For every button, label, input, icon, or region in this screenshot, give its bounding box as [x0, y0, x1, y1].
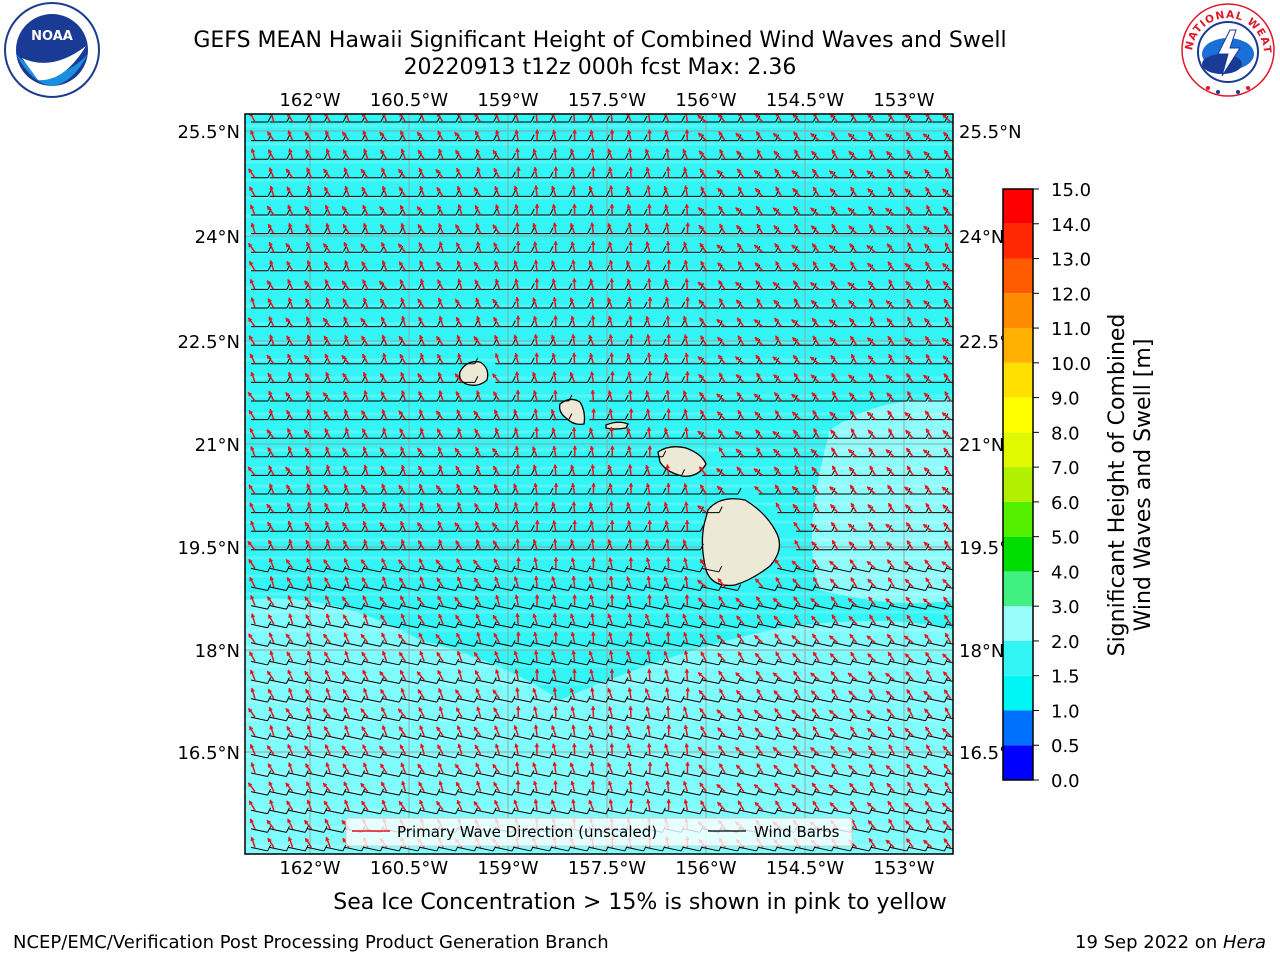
lon-label-bottom: 159°W	[477, 858, 538, 879]
lat-label-left: 19.5°N	[177, 538, 240, 559]
chart-title: GEFS MEAN Hawaii Significant Height of C…	[193, 28, 1007, 53]
lon-label-bottom: 154.5°W	[766, 858, 845, 879]
lon-label-top: 159°W	[477, 90, 538, 111]
colorbar-tick-label: 3.0	[1051, 597, 1080, 618]
colorbar-tick-label: 0.0	[1051, 771, 1080, 792]
colorbar-swatch	[1003, 536, 1033, 572]
colorbar-swatch	[1003, 258, 1033, 294]
colorbar-swatch	[1003, 189, 1033, 224]
island-big-island	[701, 498, 781, 587]
map-legend: Primary Wave Direction (unscaled) Wind B…	[345, 817, 853, 847]
colorbar-swatch	[1003, 432, 1033, 468]
colorbar-tick-label: 15.0	[1051, 180, 1091, 201]
colorbar-tick-label: 0.5	[1051, 736, 1080, 757]
colorbar-tick-label: 11.0	[1051, 319, 1091, 340]
nws-logo: NATIONAL WEATHER SERVICE	[1178, 2, 1275, 97]
lon-label-top: 157.5°W	[568, 90, 647, 111]
colorbar-swatch	[1003, 328, 1033, 363]
lon-label-top: 156°W	[675, 90, 736, 111]
colorbar-tick-label: 9.0	[1051, 389, 1080, 410]
colorbar-tick-label: 8.0	[1051, 423, 1080, 444]
colorbar-label-line2: Wind Waves and Swell [m]	[1131, 339, 1156, 632]
sea-ice-note: Sea Ice Concentration > 15% is shown in …	[333, 890, 947, 915]
colorbar-tick-label: 12.0	[1051, 284, 1091, 305]
island-maui	[657, 446, 707, 477]
lat-label-right: 24°N	[959, 227, 1004, 248]
colorbar: 0.0 0.5 1.0 1.5 2.0 3.0 4.0 5.0 6.0 7.0 8.0 9.0 10.0…	[1002, 180, 1091, 792]
noaa-logo: NOAA	[4, 2, 100, 98]
axis-labels: 162°W 162°W 160.5°W 160.5°W 159°W 159°W 157.5°…	[177, 90, 1021, 879]
lon-label-top: 162°W	[279, 90, 340, 111]
lat-label-left: 24°N	[195, 227, 240, 248]
colorbar-swatch	[1003, 571, 1033, 607]
colorbar-swatch	[1003, 293, 1033, 329]
colorbar-tick-label: 4.0	[1051, 562, 1080, 583]
lat-label-left: 16.5°N	[177, 743, 240, 764]
lat-label-left: 21°N	[195, 435, 240, 456]
lon-label-top: 153°W	[873, 90, 934, 111]
lon-label-bottom: 153°W	[873, 858, 934, 879]
colorbar-swatch	[1003, 223, 1033, 259]
lat-label-left: 25.5°N	[177, 122, 240, 143]
colorbar-tick-label: 14.0	[1051, 215, 1091, 236]
footer-date: 19 Sep 2022 on Hera	[1075, 932, 1266, 953]
colorbar-tick-label: 5.0	[1051, 528, 1080, 549]
colorbar-tick-label: 10.0	[1051, 354, 1091, 375]
footer-host: Hera	[1222, 932, 1266, 953]
lon-label-bottom: 156°W	[675, 858, 736, 879]
chart-subtitle: 20220913 t12z 000h fcst Max: 2.36	[403, 55, 797, 80]
lat-label-right: 18°N	[959, 641, 1004, 662]
colorbar-tick-label: 1.0	[1051, 701, 1080, 722]
colorbar-swatch	[1003, 745, 1033, 780]
colorbar-swatch	[1003, 710, 1033, 746]
colorbar-tick-label: 7.0	[1051, 458, 1080, 479]
colorbar-swatch	[1003, 501, 1033, 537]
colorbar-swatch	[1003, 397, 1033, 433]
lon-label-top: 160.5°W	[370, 90, 449, 111]
lat-label-right: 21°N	[959, 435, 1004, 456]
colorbar-swatch	[1003, 640, 1033, 676]
map-frame	[244, 113, 954, 855]
colorbar-swatch	[1003, 467, 1033, 502]
colorbar-label-line1: Significant Height of Combined	[1105, 314, 1130, 657]
swell-region-east	[812, 399, 953, 604]
island-kauai	[458, 361, 489, 386]
island-molokai	[605, 421, 629, 430]
colorbar-swatch	[1003, 675, 1033, 711]
lon-label-bottom: 162°W	[279, 858, 340, 879]
footer-producer: NCEP/EMC/Verification Post Processing Pr…	[13, 932, 609, 953]
lon-label-bottom: 157.5°W	[568, 858, 647, 879]
lat-label-left: 22.5°N	[177, 332, 240, 353]
colorbar-tick-label: 13.0	[1051, 250, 1091, 271]
colorbar-swatch	[1003, 606, 1033, 641]
colorbar-swatch	[1003, 362, 1033, 398]
colorbar-tick-label: 2.0	[1051, 632, 1080, 653]
colorbar-tick-label: 6.0	[1051, 493, 1080, 514]
legend-barb-label: Wind Barbs	[754, 823, 840, 841]
lon-label-top: 154.5°W	[766, 90, 845, 111]
colorbar-tick-label: 1.5	[1051, 667, 1080, 688]
lon-label-bottom: 160.5°W	[370, 858, 449, 879]
island-oahu	[558, 398, 586, 426]
wave-direction-arrows	[247, 114, 952, 848]
svg-text:NOAA: NOAA	[31, 29, 73, 44]
legend-wave-label: Primary Wave Direction (unscaled)	[397, 823, 657, 841]
hawaiian-islands	[458, 361, 781, 587]
lat-label-right: 25.5°N	[959, 122, 1022, 143]
lat-label-left: 18°N	[195, 641, 240, 662]
